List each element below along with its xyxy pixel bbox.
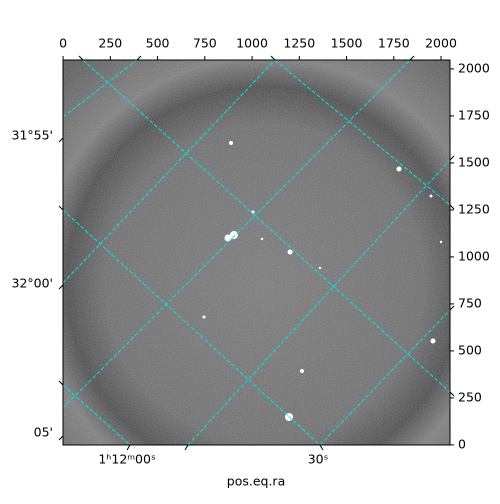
y-tick-label: 750 xyxy=(458,295,482,310)
y-tick-label: 500 xyxy=(458,342,482,357)
x-tick-label: 1750 xyxy=(378,36,410,51)
y-tick-label: 1750 xyxy=(458,107,490,122)
y-tick-label: 1000 xyxy=(458,248,490,263)
y-tick-label: 2000 xyxy=(458,60,490,75)
dec-tick-label: 05' xyxy=(34,425,53,440)
y-tick-label: 1250 xyxy=(458,201,490,216)
x-tick-label: 500 xyxy=(146,36,170,51)
frame xyxy=(62,59,451,446)
x-tick-label: 250 xyxy=(98,36,122,51)
x-tick-label: 0 xyxy=(59,36,67,51)
y-tick-label: 0 xyxy=(458,436,466,451)
dec-tick-label: 31°55' xyxy=(12,128,54,143)
y-tick-label: 250 xyxy=(458,389,482,404)
x-tick-label: 1250 xyxy=(283,36,315,51)
x-tick-label: 1000 xyxy=(236,36,268,51)
x-tick-label: 1500 xyxy=(331,36,363,51)
dec-tick-label: 32°00' xyxy=(12,276,54,291)
ra-tick-label: 30ˢ xyxy=(308,452,329,467)
x-tick-label: 750 xyxy=(193,36,217,51)
x-label: pos.eq.ra xyxy=(227,474,285,489)
ra-tick-label: 1ʰ12ᵐ00ˢ xyxy=(98,452,155,467)
y-tick-label: 1500 xyxy=(458,154,490,169)
x-tick-label: 2000 xyxy=(425,36,457,51)
image xyxy=(63,60,450,445)
wcs-ticks xyxy=(58,55,455,451)
